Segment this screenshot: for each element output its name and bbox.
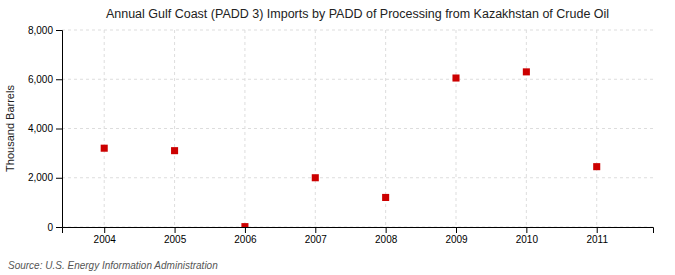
grid-line-x	[526, 30, 527, 227]
y-tick: 8,000	[28, 25, 62, 36]
y-tick: 4,000	[28, 123, 62, 134]
y-tick: 2,000	[28, 172, 62, 183]
chart-svg: 2004 2005 2006 2007 2008 2009 2010 2011 0 2,000 4,…	[0, 0, 675, 275]
x-tick-label: 2009	[445, 234, 468, 245]
x-tick: 2006	[234, 227, 257, 245]
x-tick-label: 2011	[586, 234, 608, 245]
point	[241, 223, 248, 227]
y-tick: 0	[47, 222, 62, 233]
x-tick: 2007	[305, 227, 328, 245]
grid-line-x	[315, 30, 316, 227]
x-tick: 2008	[375, 227, 398, 245]
y-tick-label: 0	[47, 222, 53, 233]
x-tick: 2011	[586, 227, 608, 245]
point	[452, 74, 459, 81]
x-tick-label: 2007	[305, 234, 328, 245]
y-tick-label: 6,000	[28, 74, 53, 85]
y-tick-mark	[56, 227, 62, 228]
x-tick-mark	[175, 227, 176, 233]
y-tick-label: 8,000	[28, 25, 53, 36]
x-tick-label: 2010	[516, 234, 539, 245]
x-tick-label: 2004	[94, 234, 117, 245]
grid	[62, 30, 653, 227]
x-tick: 2010	[516, 227, 539, 245]
grid-line-x	[174, 30, 175, 227]
x-tick-label: 2005	[164, 234, 187, 245]
plot-area: 2004 2005 2006 2007 2008 2009 2010 2011 0 2,000 4,…	[28, 25, 654, 245]
grid-line-y	[62, 79, 653, 80]
y-axis: 0 2,000 4,000 6,000 8,000	[28, 25, 63, 233]
point	[171, 147, 178, 154]
x-tick-label: 2006	[234, 234, 257, 245]
grid-line-x	[244, 30, 245, 227]
x-tick-mark	[526, 227, 527, 233]
x-tick-label: 2008	[375, 234, 398, 245]
x-tick: 2009	[445, 227, 468, 245]
y-tick: 6,000	[28, 74, 62, 85]
y-tick-mark	[56, 129, 62, 130]
point	[593, 163, 600, 170]
points	[101, 68, 601, 227]
y-tick-label: 2,000	[28, 172, 53, 183]
grid-line-y	[62, 177, 653, 178]
grid-line-x	[596, 30, 597, 227]
x-tick-mark	[104, 227, 105, 233]
y-tick-label: 4,000	[28, 123, 53, 134]
x-tick-mark	[245, 227, 246, 233]
x-axis: 2004 2005 2006 2007 2008 2009 2010 2011	[63, 227, 654, 245]
y-tick-mark	[56, 178, 62, 179]
point	[523, 68, 530, 75]
x-tick: 2004	[94, 227, 117, 245]
grid-line-y	[62, 128, 653, 129]
point	[382, 194, 389, 201]
y-axis-title: Thousand Barrels	[4, 85, 16, 172]
source-note: Source: U.S. Energy Information Administ…	[8, 260, 218, 271]
y-tick-mark	[56, 79, 62, 80]
point	[101, 145, 108, 152]
x-tick: 2005	[164, 227, 187, 245]
x-axis-line	[63, 228, 654, 234]
y-axis-line	[56, 31, 63, 228]
y-tick-mark	[56, 30, 62, 31]
x-tick-mark	[456, 227, 457, 233]
grid-line-y	[62, 30, 653, 31]
x-tick-mark	[386, 227, 387, 233]
grid-line-x	[456, 30, 457, 227]
title: Annual Gulf Coast (PADD 3) Imports by PA…	[106, 7, 609, 21]
grid-line-x	[104, 30, 105, 227]
point	[312, 174, 319, 181]
x-tick-mark	[315, 227, 316, 233]
x-tick-mark	[597, 227, 598, 233]
